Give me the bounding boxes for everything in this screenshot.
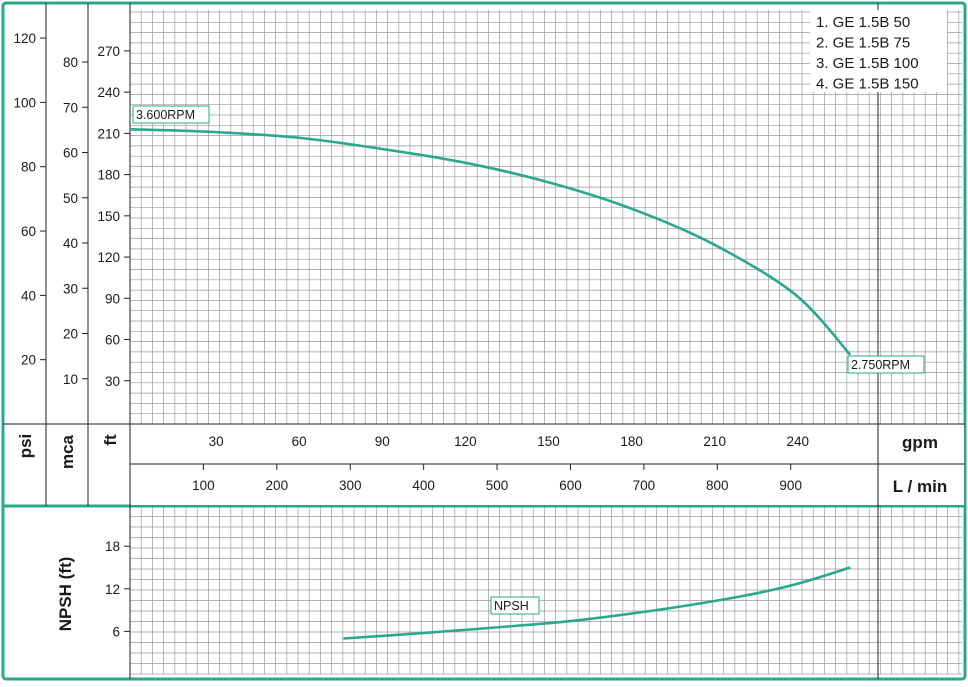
- mca-axis-label: mca: [58, 434, 77, 469]
- npsh-curve: [343, 568, 850, 639]
- mca-tick-label: 20: [63, 327, 78, 342]
- mca-tick-label: 40: [63, 236, 78, 251]
- psi-tick-label: 100: [13, 95, 36, 110]
- psi-tick-label: 40: [21, 288, 36, 303]
- mca-tick-label: 50: [63, 191, 78, 206]
- ft-tick-label: 150: [97, 209, 120, 224]
- ft-tick-label: 90: [105, 291, 120, 306]
- lmin-tick-label: 400: [412, 478, 435, 493]
- gpm-tick-label: 180: [620, 434, 643, 449]
- npsh-tick-label: 12: [105, 582, 120, 597]
- npsh-tick-label: 6: [112, 624, 120, 639]
- gpm-tick-label: 150: [537, 434, 560, 449]
- npsh-tick-label: 18: [105, 539, 120, 554]
- ft-tick-label: 120: [97, 250, 120, 265]
- rpm-max-label: 3.600RPM: [136, 108, 195, 122]
- lmin-tick-label: 500: [486, 478, 509, 493]
- mca-tick-label: 30: [63, 281, 78, 296]
- rpm-min-label: 2.750RPM: [851, 358, 910, 372]
- mca-tick-label: 70: [63, 100, 78, 115]
- lmin-tick-label: 600: [559, 478, 582, 493]
- legend-entry: 3. GE 1.5B 100: [816, 55, 919, 72]
- legend-entry: 4. GE 1.5B 150: [816, 76, 919, 93]
- lmin-tick-label: 900: [779, 478, 802, 493]
- mca-tick-label: 60: [63, 146, 78, 161]
- x-axis-band: [131, 425, 877, 505]
- gpm-tick-label: 30: [209, 434, 224, 449]
- psi-tick-label: 80: [21, 160, 36, 175]
- lmin-axis-label: L / min: [893, 477, 947, 496]
- legend-entry: 2. GE 1.5B 75: [816, 35, 910, 52]
- ft-tick-label: 210: [97, 126, 120, 141]
- psi-tick-label: 120: [13, 31, 36, 46]
- lmin-tick-label: 300: [339, 478, 362, 493]
- npsh-axis-label: NPSH (ft): [56, 557, 75, 632]
- mca-tick-label: 10: [63, 372, 78, 387]
- ft-axis-label: ft: [101, 434, 120, 446]
- gpm-tick-label: 210: [703, 434, 726, 449]
- psi-tick-label: 60: [21, 224, 36, 239]
- ft-tick-label: 240: [97, 85, 120, 100]
- ft-tick-label: 60: [105, 333, 120, 348]
- gpm-tick-label: 240: [787, 434, 810, 449]
- mca-tick-label: 80: [63, 55, 78, 70]
- lmin-tick-label: 700: [633, 478, 656, 493]
- ft-tick-label: 30: [105, 374, 120, 389]
- legend-entry: 1. GE 1.5B 50: [816, 14, 910, 31]
- ft-tick-label: 180: [97, 168, 120, 183]
- lmin-tick-label: 200: [266, 478, 289, 493]
- psi-axis-label: psi: [16, 434, 35, 459]
- gpm-tick-label: 60: [292, 434, 307, 449]
- gpm-tick-label: 120: [454, 434, 477, 449]
- gpm-axis-label: gpm: [902, 433, 938, 452]
- ft-tick-label: 270: [97, 44, 120, 59]
- lmin-tick-label: 800: [706, 478, 729, 493]
- lmin-tick-label: 100: [192, 478, 215, 493]
- gpm-tick-label: 90: [375, 434, 390, 449]
- psi-tick-label: 20: [21, 353, 36, 368]
- npsh-series-label: NPSH: [494, 599, 529, 613]
